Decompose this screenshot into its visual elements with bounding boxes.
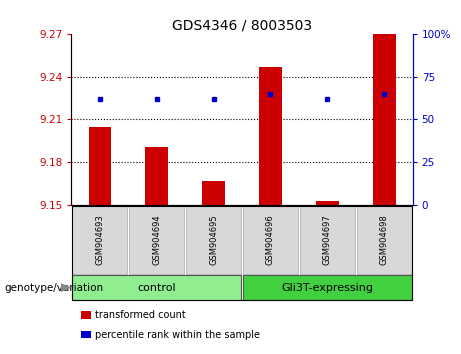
Text: Gli3T-expressing: Gli3T-expressing <box>281 282 373 293</box>
Text: GSM904694: GSM904694 <box>152 215 161 265</box>
Bar <box>373 34 396 205</box>
Bar <box>89 127 111 205</box>
Text: GSM904695: GSM904695 <box>209 215 218 265</box>
Bar <box>145 147 168 205</box>
Bar <box>259 67 282 205</box>
Text: percentile rank within the sample: percentile rank within the sample <box>95 330 260 339</box>
Text: transformed count: transformed count <box>95 310 186 320</box>
Title: GDS4346 / 8003503: GDS4346 / 8003503 <box>172 18 312 33</box>
Text: GSM904693: GSM904693 <box>95 215 104 265</box>
Text: genotype/variation: genotype/variation <box>5 282 104 293</box>
Bar <box>316 201 339 205</box>
Text: GSM904697: GSM904697 <box>323 215 332 265</box>
Text: GSM904696: GSM904696 <box>266 215 275 265</box>
Text: GSM904698: GSM904698 <box>380 215 389 265</box>
Polygon shape <box>61 283 71 292</box>
Text: control: control <box>137 282 176 293</box>
Bar <box>202 181 225 205</box>
